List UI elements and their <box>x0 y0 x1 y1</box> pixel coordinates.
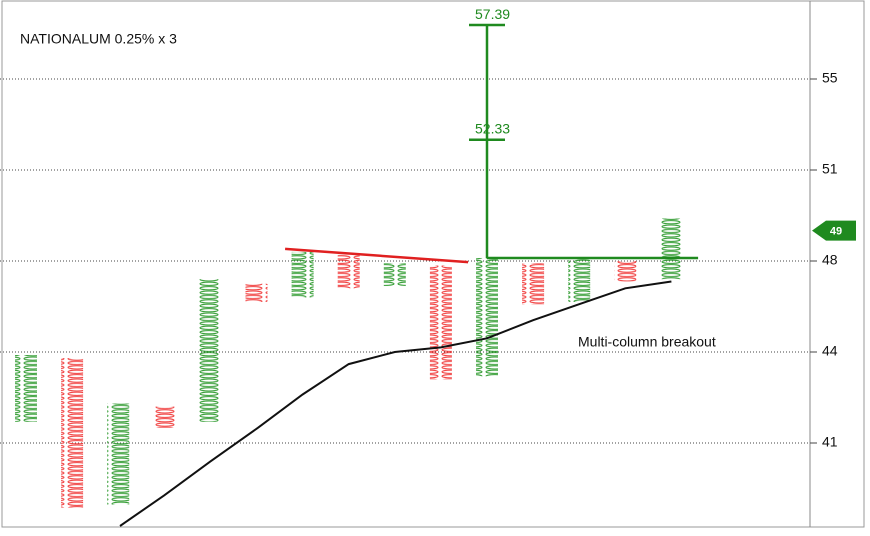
y-tick-label: 55 <box>822 70 838 86</box>
resistance-line <box>285 247 469 264</box>
pnf-column <box>337 254 360 289</box>
pnf-column <box>568 257 591 302</box>
pnf-column <box>383 263 406 287</box>
target-label: 57.39 <box>475 6 510 22</box>
price-badge <box>812 220 856 241</box>
pnf-column <box>61 358 84 508</box>
pnf-column <box>476 257 498 377</box>
trend-line <box>119 280 672 527</box>
pnf-column <box>660 218 683 280</box>
chart-frame <box>1 0 865 528</box>
y-tick-label: 41 <box>822 434 838 450</box>
pnf-column <box>614 261 637 282</box>
pnf-column <box>429 265 452 380</box>
chart-title: NATIONALUM 0.25% x 3 <box>20 31 177 47</box>
y-tick-label: 44 <box>822 343 838 359</box>
pnf-column <box>522 263 545 305</box>
pnf-column <box>15 355 37 422</box>
pnf-column <box>153 406 176 428</box>
pnf-column <box>245 283 268 302</box>
annotation: Multi-column breakout <box>578 334 716 350</box>
pnf-column <box>199 279 222 422</box>
pnf-column <box>107 403 130 505</box>
pnf-column <box>291 251 314 298</box>
price-badge-label: 49 <box>830 226 842 238</box>
y-tick-label: 51 <box>822 161 838 177</box>
target-label: 52.33 <box>475 120 510 136</box>
y-tick-label: 48 <box>822 252 838 268</box>
